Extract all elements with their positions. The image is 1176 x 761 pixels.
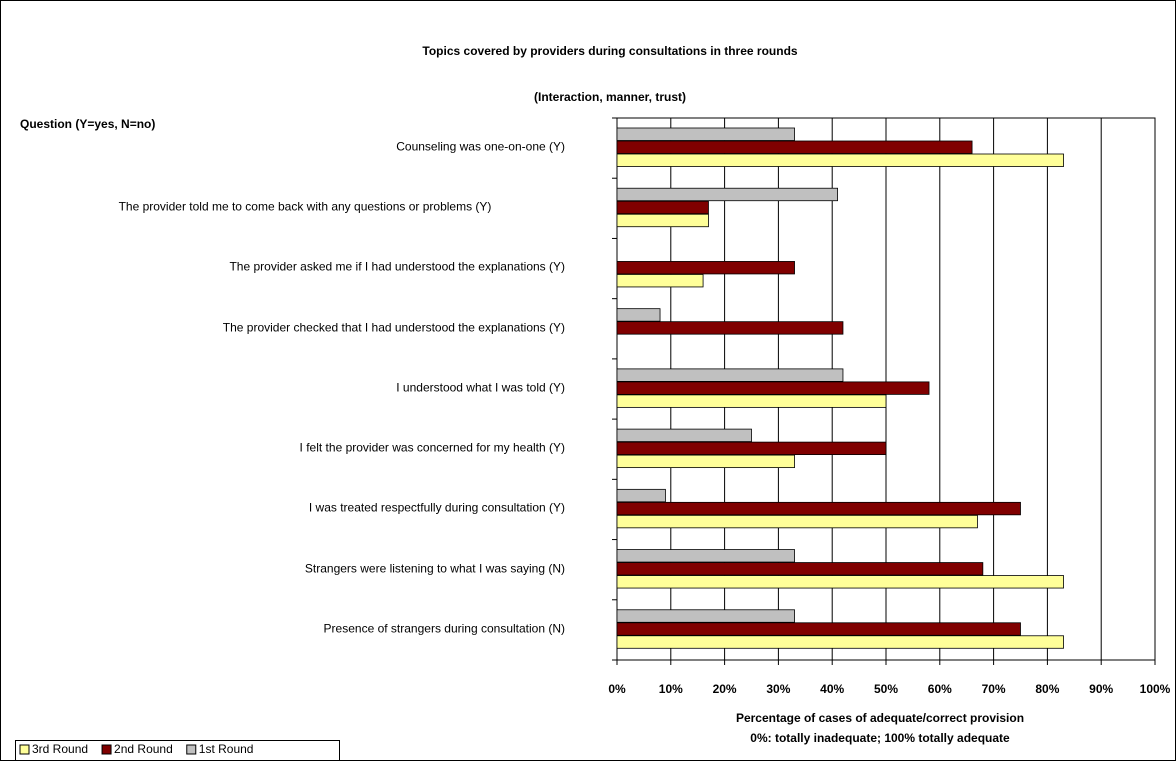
- bar: [616, 622, 1021, 636]
- bar: [616, 454, 795, 469]
- bar: [616, 428, 752, 443]
- legend-swatch: [186, 744, 197, 755]
- bar: [616, 187, 838, 202]
- bar: [616, 514, 978, 529]
- bar: [616, 575, 1064, 589]
- bar: [616, 127, 795, 141]
- x-tick-label: 70%: [982, 682, 1006, 696]
- bar: [616, 394, 887, 408]
- y-tick-label: I understood what I was told (Y): [396, 380, 565, 395]
- x-tick-label: 80%: [1035, 682, 1059, 696]
- y-tick-label: I felt the provider was concerned for my…: [299, 440, 565, 455]
- bar: [616, 321, 844, 335]
- x-tick-label: 40%: [820, 682, 844, 696]
- bar: [616, 635, 1064, 649]
- y-tick-label: The provider checked that I had understo…: [222, 320, 565, 335]
- chart-title: Topics covered by providers during consu…: [422, 44, 797, 58]
- y-tick-label: Counseling was one-on-one (Y): [396, 139, 565, 154]
- bar: [616, 153, 1064, 167]
- bar: [616, 501, 1021, 516]
- y-axis-label: Question (Y=yes, N=no): [20, 117, 155, 131]
- x-axis-label: Percentage of cases of adequate/correct …: [736, 711, 1024, 725]
- legend-swatch: [101, 744, 112, 755]
- bar: [616, 368, 844, 382]
- legend-swatch: [19, 744, 30, 755]
- x-tick-label: 100%: [1140, 682, 1171, 696]
- bar: [616, 261, 795, 275]
- x-tick-label: 50%: [874, 682, 898, 696]
- legend-label: 3rd Round: [32, 742, 88, 756]
- bar: [616, 549, 795, 563]
- y-tick-label: I was treated respectfully during consul…: [308, 500, 565, 515]
- x-tick-label: 0%: [608, 682, 626, 696]
- bar: [616, 308, 661, 322]
- bar: [616, 441, 887, 456]
- legend-label: 1st Round: [199, 742, 254, 756]
- bar: [616, 609, 795, 623]
- bar: [616, 274, 704, 288]
- bar: [616, 488, 666, 503]
- bar: [616, 200, 709, 215]
- x-axis-note: 0%: totally inadequate; 100% totally ade…: [750, 731, 1010, 745]
- x-tick-label: 30%: [766, 682, 790, 696]
- x-tick-label: 60%: [928, 682, 952, 696]
- bar: [616, 562, 984, 576]
- bar: [616, 140, 973, 154]
- x-tick-label: 90%: [1089, 682, 1113, 696]
- bar: [616, 213, 709, 228]
- y-tick-label: The provider asked me if I had understoo…: [229, 259, 565, 274]
- x-tick-label: 10%: [659, 682, 683, 696]
- x-tick-label: 20%: [713, 682, 737, 696]
- chart-subtitle: (Interaction, manner, trust): [534, 90, 686, 104]
- y-tick-label: Presence of strangers during consultatio…: [323, 621, 565, 636]
- legend-label: 2nd Round: [114, 742, 173, 756]
- bar: [616, 381, 930, 395]
- y-tick-label: Strangers were listening to what I was s…: [304, 561, 565, 576]
- y-tick-label: The provider told me to come back with a…: [118, 199, 492, 214]
